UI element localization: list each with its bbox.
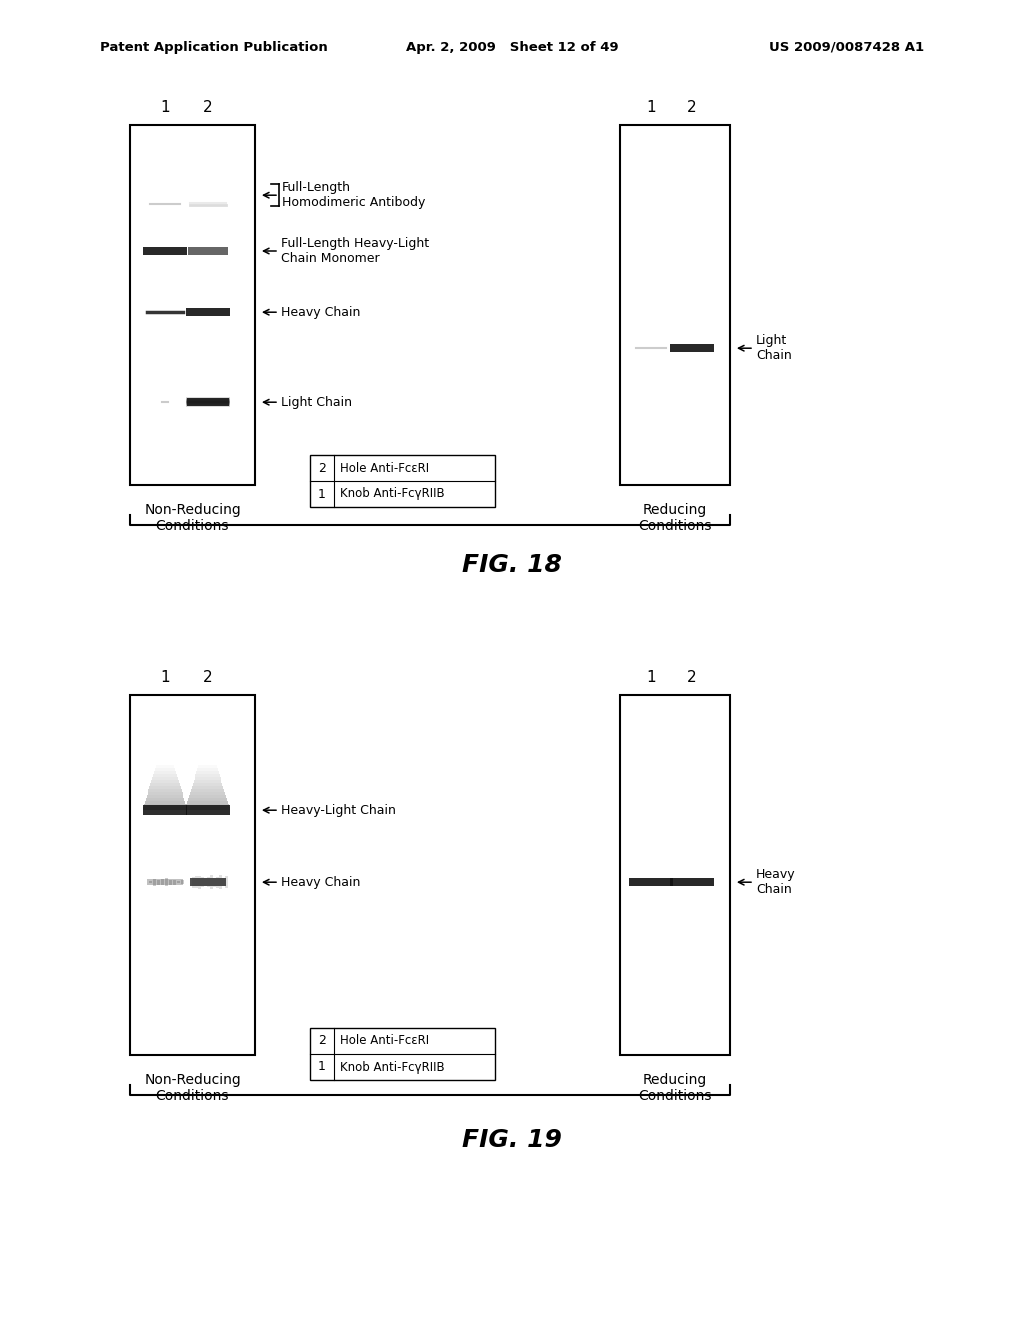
Text: Knob Anti-FcγRIIB: Knob Anti-FcγRIIB — [340, 487, 444, 500]
Text: Hole Anti-FcεRI: Hole Anti-FcεRI — [340, 462, 429, 474]
Bar — [620, 696, 730, 1055]
Text: 1: 1 — [646, 669, 655, 685]
Text: Light
Chain: Light Chain — [756, 334, 792, 362]
Text: 1: 1 — [318, 1060, 326, 1073]
Bar — [310, 455, 495, 507]
Text: Hole Anti-FcεRI: Hole Anti-FcεRI — [340, 1035, 429, 1048]
Bar — [130, 696, 255, 1055]
Text: Heavy
Chain: Heavy Chain — [756, 869, 796, 896]
Text: Reducing
Conditions: Reducing Conditions — [638, 1073, 712, 1104]
Text: 2: 2 — [318, 1035, 326, 1048]
Bar — [310, 1028, 495, 1080]
Text: Knob Anti-FcγRIIB: Knob Anti-FcγRIIB — [340, 1060, 444, 1073]
Text: Non-Reducing
Conditions: Non-Reducing Conditions — [144, 1073, 241, 1104]
Text: Patent Application Publication: Patent Application Publication — [100, 41, 328, 54]
Bar — [620, 125, 730, 484]
Text: FIG. 18: FIG. 18 — [462, 553, 562, 577]
Text: 2: 2 — [203, 669, 212, 685]
Text: 2: 2 — [203, 99, 212, 115]
Text: US 2009/0087428 A1: US 2009/0087428 A1 — [769, 41, 924, 54]
Text: 1: 1 — [318, 487, 326, 500]
Text: Heavy Chain: Heavy Chain — [281, 306, 360, 318]
Text: Non-Reducing
Conditions: Non-Reducing Conditions — [144, 503, 241, 533]
Text: Heavy-Light Chain: Heavy-Light Chain — [281, 804, 396, 817]
Text: Full-Length Heavy-Light
Chain Monomer: Full-Length Heavy-Light Chain Monomer — [281, 238, 429, 265]
Text: Apr. 2, 2009   Sheet 12 of 49: Apr. 2, 2009 Sheet 12 of 49 — [406, 41, 618, 54]
Text: 1: 1 — [160, 99, 170, 115]
Bar — [130, 125, 255, 484]
Text: 2: 2 — [318, 462, 326, 474]
Text: 1: 1 — [160, 669, 170, 685]
Text: 1: 1 — [646, 99, 655, 115]
Text: 2: 2 — [687, 669, 696, 685]
Text: FIG. 19: FIG. 19 — [462, 1129, 562, 1152]
Text: Full-Length
Homodimeric Antibody: Full-Length Homodimeric Antibody — [282, 181, 425, 209]
Text: Reducing
Conditions: Reducing Conditions — [638, 503, 712, 533]
Text: Heavy Chain: Heavy Chain — [281, 875, 360, 888]
Text: 2: 2 — [687, 99, 696, 115]
Text: Light Chain: Light Chain — [281, 396, 352, 409]
